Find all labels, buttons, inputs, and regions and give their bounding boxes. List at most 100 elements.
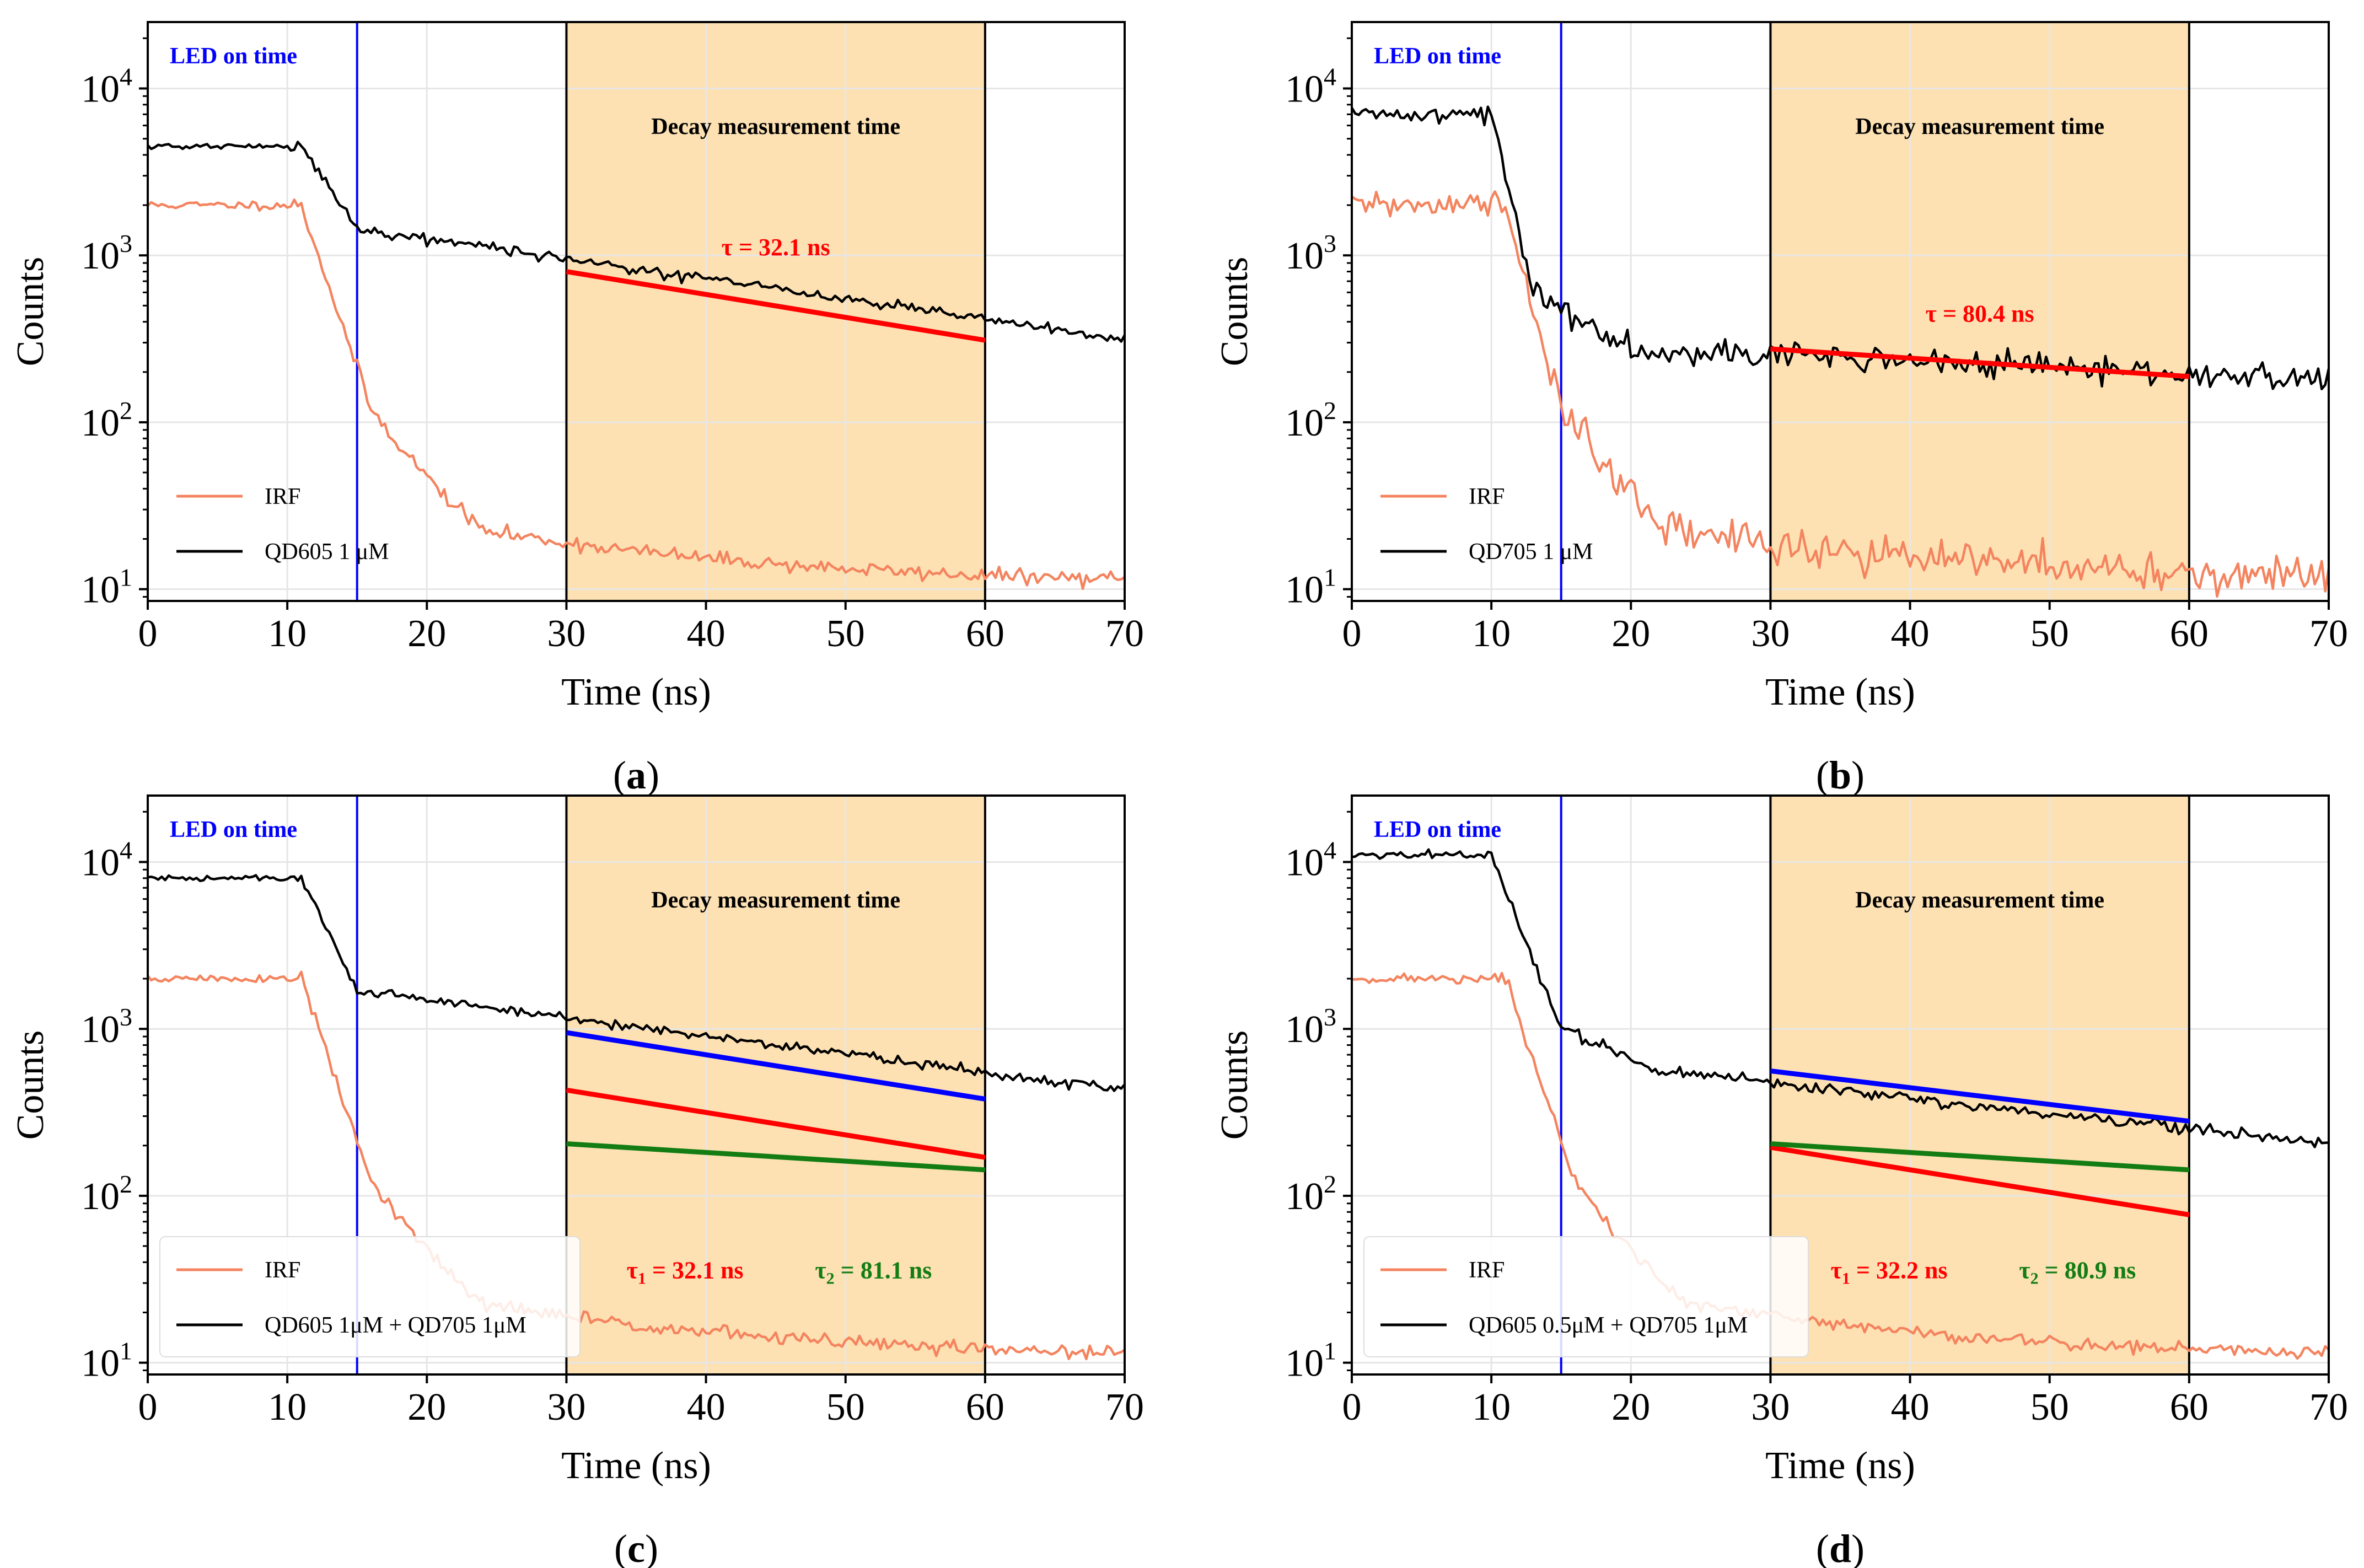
y-tick-exponent: 2 [120, 396, 132, 425]
x-axis-label: Time (ns) [1765, 671, 1915, 713]
x-tick-label: 10 [268, 1386, 307, 1429]
x-tick-label: 0 [1342, 613, 1362, 655]
y-tick-exponent: 3 [120, 229, 132, 257]
y-tick-exponent: 4 [120, 62, 132, 90]
grid [147, 22, 1126, 601]
tau-value: = 81.1 ns [835, 1257, 932, 1284]
series-group [148, 874, 1125, 1361]
series-group [148, 141, 1125, 590]
y-tick-base: 10 [81, 1008, 120, 1051]
decay-window-shade [1770, 22, 2189, 601]
x-tick-label: 0 [138, 1386, 158, 1429]
x-tick-label: 30 [1751, 1386, 1790, 1429]
caption-close: ) [646, 753, 659, 797]
caption-close: ) [645, 1527, 658, 1568]
y-tick-base: 10 [1285, 1343, 1324, 1385]
x-tick-label: 60 [966, 613, 1004, 655]
led-on-label: LED on time [170, 817, 297, 842]
legend: IRF QD705 1 μM [1380, 484, 1593, 565]
tau-label: τ = 32.1 ns [722, 234, 830, 261]
panel-caption: (b) [1816, 753, 1865, 797]
legend-entry: QD605 1μM + QD705 1μM [265, 1313, 526, 1338]
caption-open: ( [614, 1527, 627, 1568]
y-tick-label: 101 [81, 563, 132, 611]
decay-window-shade [566, 22, 985, 601]
y-tick-exponent: 2 [1324, 396, 1336, 425]
y-tick-exponent: 3 [1324, 229, 1336, 257]
tau-value: = 80.4 ns [1937, 300, 2034, 327]
y-tick-base: 10 [81, 235, 120, 277]
caption-open: ( [613, 753, 626, 797]
panel-caption: (c) [614, 1527, 658, 1568]
y-tick-base: 10 [81, 1343, 120, 1385]
tau-value: = 32.1 ns [646, 1257, 744, 1284]
x-tick-label: 50 [826, 613, 865, 655]
legend-entry: IRF [265, 484, 300, 509]
tau-value: = 32.1 ns [733, 234, 830, 261]
y-tick-label: 103 [81, 1003, 132, 1051]
series-line-irf [1352, 971, 2329, 1360]
caption-letter: b [1829, 753, 1851, 797]
x-tick-label: 40 [687, 1386, 726, 1429]
series-group [1352, 848, 2329, 1360]
y-tick-base: 10 [81, 841, 120, 884]
legend-entry: IRF [265, 1258, 300, 1283]
x-tick-label: 70 [2309, 1386, 2348, 1429]
tau-symbol: τ [627, 1257, 638, 1284]
y-tick-exponent: 2 [120, 1170, 132, 1198]
x-tick-label: 70 [1105, 1386, 1144, 1429]
y-tick-exponent: 1 [120, 563, 132, 592]
y-tick-exponent: 3 [120, 1003, 132, 1031]
y-tick-base: 10 [1285, 1008, 1324, 1051]
tau-symbol: τ [2019, 1257, 2030, 1284]
tau-subscript: 2 [2030, 1270, 2039, 1288]
y-tick-label: 101 [1285, 563, 1336, 611]
tau-value: = 80.9 ns [2039, 1257, 2136, 1284]
x-tick-label: 50 [826, 1386, 865, 1429]
legend-entry: QD605 0.5μM + QD705 1μM [1469, 1313, 1748, 1338]
x-tick-label: 40 [1891, 613, 1930, 655]
x-tick-label: 40 [687, 613, 726, 655]
led-on-label: LED on time [1374, 44, 1501, 69]
led-on-label: LED on time [1374, 817, 1501, 842]
y-tick-label: 103 [81, 229, 132, 277]
legend: IRF QD605 1μM + QD705 1μM [159, 1236, 581, 1357]
series-line-sample [1352, 848, 2329, 1148]
y-axis-label: Counts [9, 1030, 52, 1140]
y-tick-base: 10 [1285, 402, 1324, 444]
y-tick-exponent: 4 [1324, 836, 1336, 864]
x-axis-label: Time (ns) [1765, 1445, 1915, 1487]
series-group [1352, 105, 2329, 598]
y-tick-label: 102 [1285, 396, 1336, 444]
x-tick-label: 60 [2170, 1386, 2209, 1429]
y-tick-label: 102 [81, 396, 132, 444]
x-tick-label: 70 [2309, 613, 2348, 655]
x-tick-label: 50 [2030, 613, 2069, 655]
x-tick-label: 40 [1891, 1386, 1930, 1429]
decay-window-shade [1770, 796, 2189, 1374]
legend: IRF QD605 0.5μM + QD705 1μM [1363, 1236, 1809, 1357]
y-tick-base: 10 [1285, 68, 1324, 110]
y-tick-label: 102 [1285, 1170, 1336, 1218]
series-line-sample [148, 141, 1125, 343]
y-tick-base: 10 [81, 569, 120, 611]
y-tick-label: 104 [1285, 62, 1336, 110]
x-axis: 0 10 20 30 40 50 60 70 Time (ns) [138, 601, 1144, 713]
axes-frame [1351, 21, 2330, 602]
y-tick-label: 101 [81, 1337, 132, 1385]
series-line-irf [1352, 190, 2329, 598]
decay-window-shade [566, 796, 985, 1374]
y-tick-exponent: 2 [1324, 1170, 1336, 1198]
tau-symbol: τ [722, 234, 733, 261]
tau-label: τ2 = 80.9 ns [2019, 1257, 2136, 1288]
fit-line-green [1770, 1141, 2190, 1173]
panel-caption: (d) [1816, 1527, 1865, 1568]
caption-open: ( [1816, 1527, 1829, 1568]
x-tick-label: 30 [547, 613, 585, 655]
fit-line-green [566, 1141, 986, 1173]
tau-label: τ2 = 81.1 ns [815, 1257, 932, 1288]
fit-line-red [566, 269, 986, 343]
